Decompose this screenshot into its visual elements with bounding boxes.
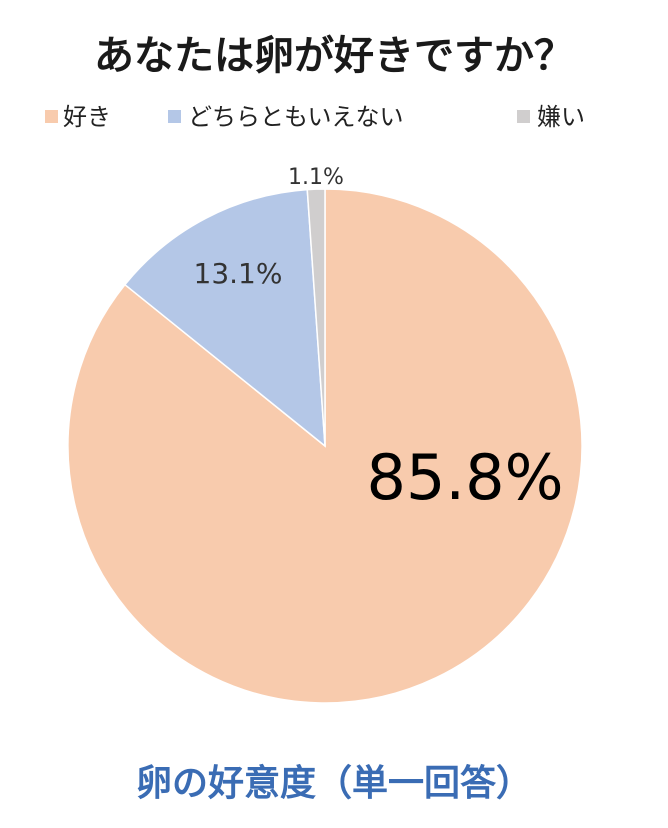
legend-swatch (168, 110, 181, 123)
pie-slice (306, 188, 326, 447)
pie-slice (67, 188, 583, 704)
legend-swatch (517, 110, 530, 123)
chart-title: あなたは卵が好きですか？ (94, 33, 574, 79)
legend-label: 嫌い (537, 103, 585, 131)
data-label: 1.1% (288, 165, 344, 190)
data-label: 13.1% (194, 257, 283, 290)
data-label: 85.8% (367, 441, 564, 514)
legend-swatch (45, 110, 58, 123)
legend-label: どちらともいえない (188, 103, 404, 131)
pie-slice (123, 188, 326, 448)
chart-caption: 卵の好意度（単一回答） (136, 763, 532, 804)
legend-label: 好き (63, 103, 111, 131)
